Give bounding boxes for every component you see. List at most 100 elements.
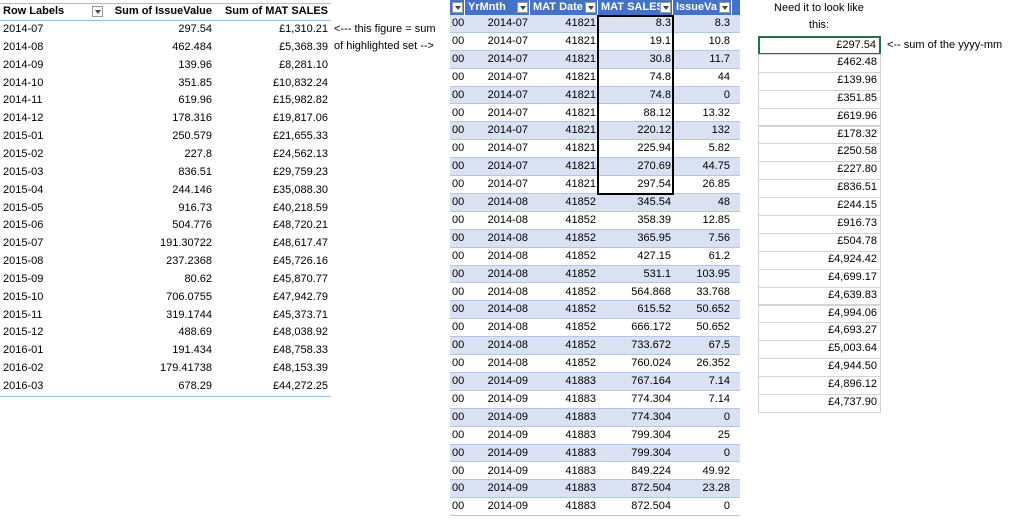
filter-button[interactable] — [585, 2, 596, 13]
table-cell: 41821 — [565, 142, 596, 155]
pivot-cell: 179.41738 — [160, 362, 212, 375]
table-cell: 41852 — [565, 321, 596, 334]
table-cell: 00 — [452, 482, 465, 495]
table-cell: 2014-07 — [487, 34, 528, 47]
row-band — [450, 444, 740, 463]
table-cell: 2014-07 — [487, 178, 528, 191]
row-band — [450, 247, 740, 266]
pivot-cell: 2014-10 — [3, 76, 44, 89]
highlight-box — [597, 15, 674, 195]
table-cell: 19.1 — [649, 34, 671, 47]
row-band — [450, 373, 740, 391]
pivot-cell: 178.316 — [172, 112, 212, 125]
table-cell: 10.8 — [708, 34, 730, 47]
pivot-cell: £48,617.47 — [272, 237, 328, 250]
pivot-cell: 2015-12 — [3, 326, 44, 339]
pivot-cell: £44,272.25 — [272, 380, 328, 392]
table-cell: 427.15 — [637, 249, 671, 262]
table-cell: 358.39 — [637, 213, 671, 226]
table-cell: 50.652 — [696, 321, 730, 334]
table-cell: 25 — [717, 428, 730, 441]
table-cell: 00 — [452, 464, 465, 477]
filter-button[interactable] — [452, 2, 463, 13]
table-header: MAT SALES — [598, 0, 673, 15]
pivot-cell: 191.30722 — [160, 237, 212, 250]
table-cell: 2014-08 — [487, 285, 528, 298]
table-cell: 2014-09 — [487, 464, 528, 477]
table-cell: 5.82 — [708, 142, 730, 155]
table-cell: 365.95 — [637, 231, 671, 244]
table-cell: 00 — [452, 160, 465, 173]
pivot-cell: 2015-02 — [3, 147, 44, 160]
table-cell: 00 — [452, 106, 465, 119]
table-cell: 00 — [452, 500, 465, 513]
table-cell: 41821 — [565, 70, 596, 83]
table-cell: 2014-09 — [487, 446, 528, 459]
target-cell: £619.96 — [758, 107, 881, 127]
pivot-cell: £8,281.10 — [279, 58, 328, 71]
table-cell: 220.12 — [637, 124, 671, 137]
row-band — [450, 122, 740, 141]
pivot-cell: £45,726.16 — [272, 255, 328, 268]
row-band — [450, 158, 740, 177]
table-cell: 132 — [711, 124, 730, 137]
pivot-header: Row Labels — [3, 5, 65, 17]
table-cell: 345.54 — [637, 196, 671, 208]
pivot-cell: 227.8 — [184, 147, 212, 160]
target-cell: £4,737.90 — [758, 394, 881, 413]
row-band — [450, 408, 740, 427]
table-cell: 41883 — [565, 482, 596, 495]
table-cell: 41883 — [565, 375, 596, 387]
pivot-bottom-border — [0, 395, 331, 397]
row-band — [450, 140, 740, 159]
table-cell: 12.85 — [702, 213, 730, 226]
table-cell: 41883 — [565, 464, 596, 477]
table-cell: 48 — [717, 196, 730, 208]
table-cell: 7.14 — [708, 392, 730, 405]
pivot-cell: £24,562.13 — [272, 147, 328, 160]
table-cell: 13.32 — [702, 106, 730, 119]
filter-button[interactable] — [719, 2, 730, 13]
table-cell: 41821 — [565, 124, 596, 137]
table-cell: 270.69 — [637, 160, 671, 173]
table-cell: 2014-09 — [487, 410, 528, 423]
table-cell: 0 — [723, 410, 730, 423]
table-cell: 41883 — [565, 500, 596, 513]
table-cell: 00 — [452, 178, 465, 191]
table-cell: 103.95 — [696, 267, 730, 280]
pivot-cell: £5,368.39 — [279, 40, 328, 53]
table-cell: 26.85 — [702, 178, 730, 191]
pivot-cell: 244.146 — [172, 183, 212, 196]
row-band — [450, 462, 740, 481]
pivot-cell: £48,720.21 — [272, 219, 328, 232]
pivot-cell: 2014-12 — [3, 112, 44, 125]
target-cell: £139.96 — [758, 71, 881, 91]
filter-button[interactable] — [517, 2, 528, 13]
table-cell: 2014-08 — [487, 303, 528, 316]
row-band — [450, 390, 740, 409]
table-cell: 41883 — [565, 410, 596, 423]
pivot-cell: 504.776 — [172, 219, 212, 232]
table-cell: 88.12 — [643, 106, 671, 119]
table-cell: 2014-08 — [487, 231, 528, 244]
row-band — [450, 480, 740, 499]
pivot-cell: 351.85 — [178, 76, 212, 89]
table-cell: 30.8 — [649, 52, 671, 65]
target-cell: £244.15 — [758, 197, 881, 216]
table-cell: 67.5 — [708, 339, 730, 352]
table-cell: 00 — [452, 303, 465, 316]
pivot-cell: £45,373.71 — [272, 308, 328, 321]
table-cell: 41883 — [565, 428, 596, 441]
pivot-cell: £10,832.24 — [272, 76, 328, 89]
table-cell: 41852 — [565, 196, 596, 208]
filter-button[interactable] — [660, 2, 671, 13]
table-cell: 00 — [452, 321, 465, 334]
target-cell: £5,003.64 — [758, 340, 881, 360]
filter-button[interactable] — [92, 6, 103, 17]
table-cell: 2014-07 — [487, 106, 528, 119]
row-band — [450, 32, 740, 51]
target-cell: £4,896.12 — [758, 376, 881, 395]
table-cell: 23.28 — [702, 482, 730, 495]
table-cell: 2014-07 — [487, 70, 528, 83]
target-cell: £351.85 — [758, 89, 881, 109]
